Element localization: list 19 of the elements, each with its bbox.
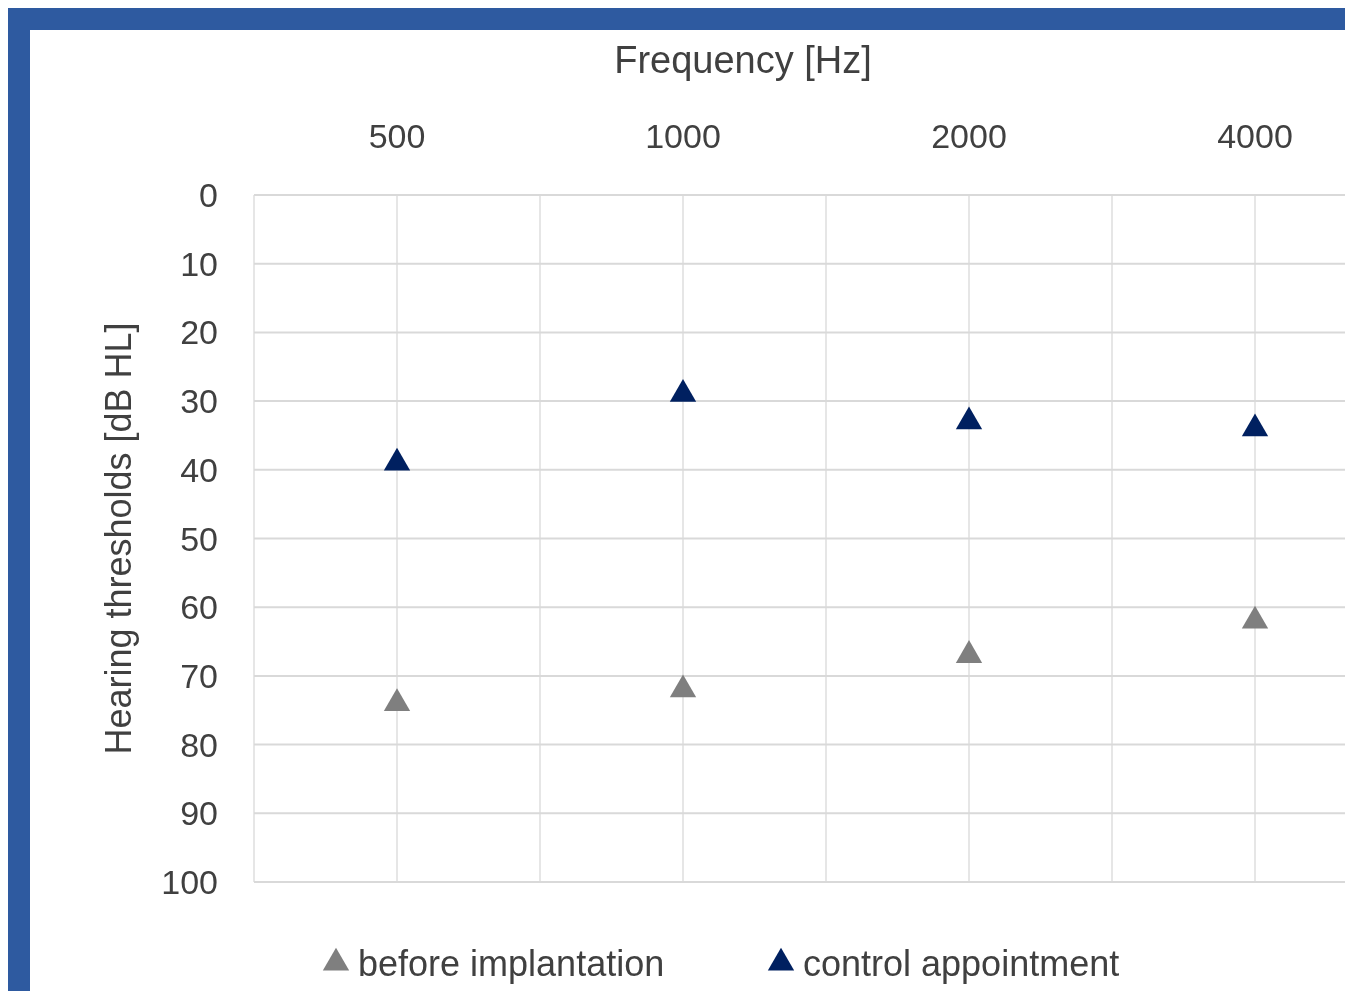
y-tick-label: 90 xyxy=(180,794,218,833)
y-tick-label: 0 xyxy=(199,176,218,214)
y-tick-label: 10 xyxy=(180,244,218,283)
y-tick-label: 100 xyxy=(161,863,218,901)
legend-label: control appointment xyxy=(803,942,1120,984)
x-tick-label: 1000 xyxy=(645,117,721,155)
y-tick-label: 30 xyxy=(180,382,218,421)
legend-label: before implantation xyxy=(358,942,665,984)
y-tick-label: 60 xyxy=(180,588,218,627)
y-tick-label: 20 xyxy=(180,313,218,352)
y-tick-label: 80 xyxy=(180,725,218,764)
y-tick-label: 70 xyxy=(180,656,218,695)
x-axis-title: Frequency [Hz] xyxy=(614,39,872,81)
y-tick-label: 50 xyxy=(180,519,218,558)
x-tick-label: 4000 xyxy=(1217,117,1293,155)
x-tick-label: 500 xyxy=(368,117,426,155)
y-axis-title: Hearing thresholds [dB HL] xyxy=(97,322,139,755)
y-tick-label: 40 xyxy=(180,450,218,489)
x-tick-label: 2000 xyxy=(931,117,1007,155)
